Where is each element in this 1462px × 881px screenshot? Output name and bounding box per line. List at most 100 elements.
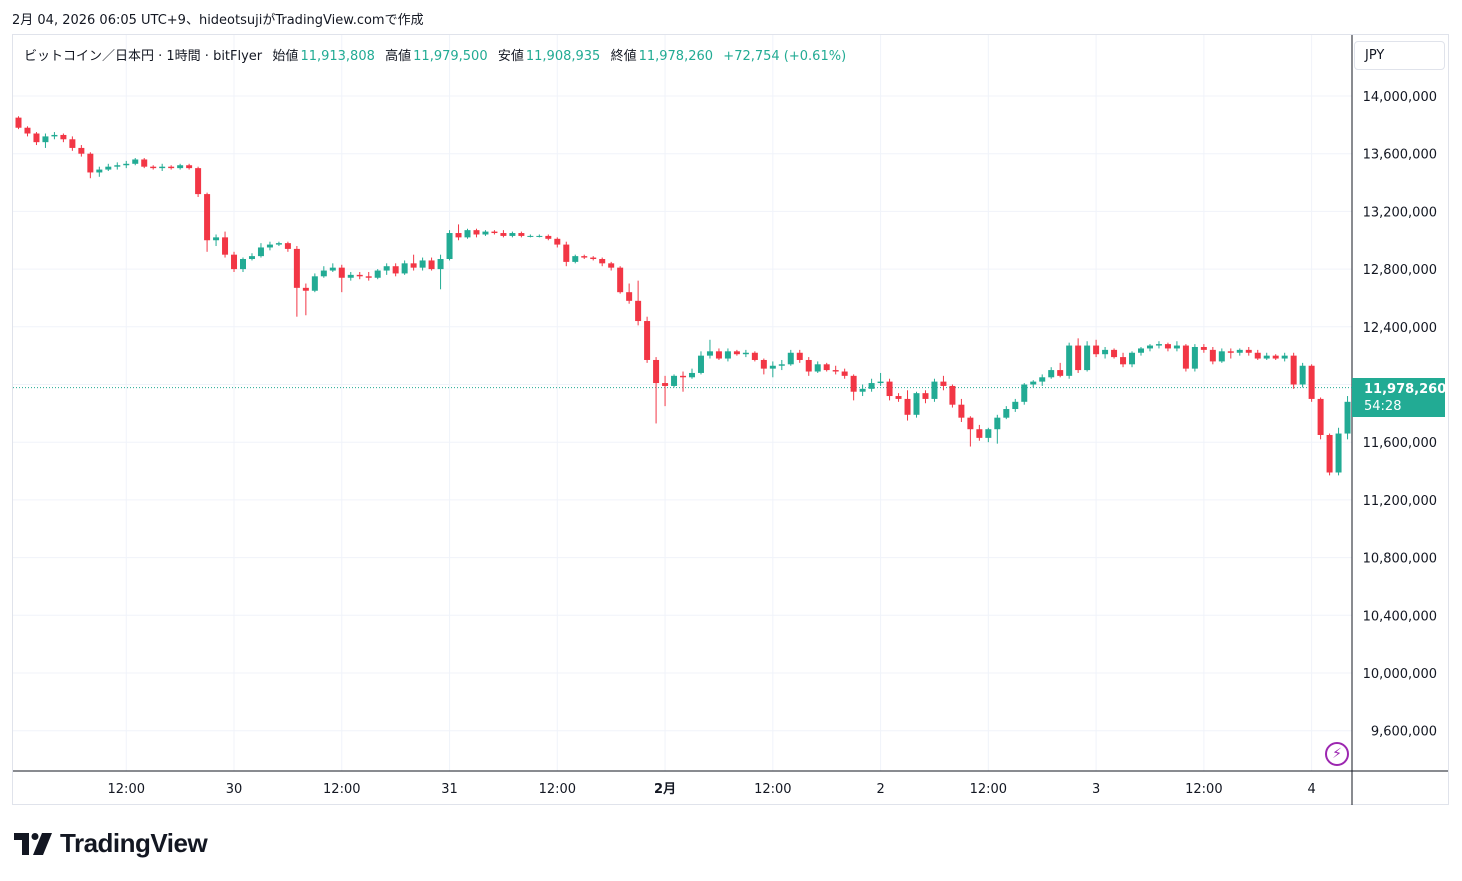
- candle-body: [653, 359, 660, 384]
- candle-body: [814, 364, 821, 372]
- candle-body: [105, 166, 112, 170]
- candle-body: [680, 375, 687, 378]
- candle-body: [1182, 345, 1189, 369]
- candle-body: [1290, 355, 1297, 385]
- open-label: 始値: [272, 49, 299, 64]
- candle-body: [733, 351, 740, 355]
- high-label: 高値: [385, 49, 412, 64]
- candle-body: [87, 153, 94, 173]
- candle-body: [15, 117, 22, 128]
- y-tick-label: 14,000,000: [1363, 90, 1437, 105]
- candle-body: [401, 263, 408, 274]
- candle-body: [204, 194, 211, 241]
- candle-body: [742, 352, 749, 355]
- candle-body: [132, 159, 139, 164]
- chart-caption: 2月 04, 2026 06:05 UTC+9、hideotsujiがTradi…: [12, 13, 424, 28]
- y-tick-label: 12,400,000: [1363, 321, 1437, 336]
- candle-body: [689, 372, 695, 378]
- candle-body: [266, 244, 273, 248]
- y-tick-label: 10,800,000: [1363, 552, 1437, 567]
- candle-body: [1146, 345, 1153, 349]
- candle-body: [1308, 365, 1315, 399]
- tradingview-logo[interactable]: TradingView: [14, 828, 208, 859]
- candle-body: [1057, 370, 1064, 376]
- ohlc-legend: ビットコイン／日本円 · 1時間 · bitFlyer 始値 11,913,808…: [24, 45, 848, 64]
- candle-body: [581, 256, 588, 258]
- currency-button[interactable]: JPY: [1354, 41, 1445, 70]
- candle-body: [1281, 355, 1288, 359]
- candle-body: [114, 165, 121, 167]
- candle-body: [1155, 344, 1162, 346]
- candle-body: [1326, 434, 1333, 473]
- candle-body: [554, 238, 561, 245]
- candle-body: [706, 351, 713, 356]
- candle-body: [644, 321, 651, 360]
- candle-body: [168, 166, 175, 169]
- candle-body: [33, 133, 40, 143]
- candle-body: [1236, 349, 1243, 353]
- candle-body: [572, 256, 579, 262]
- candle-body: [177, 165, 184, 169]
- candle-body: [940, 381, 947, 386]
- candle-body: [231, 254, 238, 270]
- candle-body: [1227, 351, 1234, 353]
- candle-body: [302, 287, 309, 291]
- candle-body: [473, 230, 480, 235]
- tradingview-logo-icon: [14, 832, 52, 855]
- candle-body: [141, 159, 148, 167]
- candle-body: [787, 352, 794, 365]
- candle-body: [671, 375, 678, 386]
- candle-body: [778, 364, 785, 366]
- candle-body: [78, 147, 85, 154]
- candle-body: [1344, 401, 1351, 434]
- candle-body: [1218, 351, 1225, 362]
- candle-body: [868, 383, 875, 389]
- brand-name: TradingView: [60, 828, 208, 858]
- candle-body: [1039, 377, 1046, 382]
- candle-body: [500, 233, 507, 236]
- candle-body: [347, 274, 354, 278]
- candle-body: [769, 365, 776, 369]
- candle-body: [320, 270, 327, 277]
- candle-body: [42, 136, 49, 143]
- x-tick-label: 3: [1092, 782, 1100, 797]
- candle-body: [635, 300, 642, 322]
- lightning-icon[interactable]: ⚡: [1325, 742, 1349, 766]
- candle-body: [365, 276, 372, 278]
- open-value: 11,913,808: [300, 49, 375, 64]
- candle-body: [724, 351, 731, 359]
- candle-body: [1030, 381, 1037, 385]
- candle-body: [1272, 355, 1279, 359]
- candle-body: [976, 429, 983, 438]
- candle-body: [455, 233, 462, 238]
- candle-body: [832, 370, 839, 372]
- candle-body: [1084, 345, 1091, 371]
- candle-body: [1066, 345, 1073, 376]
- candle-body: [626, 292, 633, 301]
- candle-body: [123, 163, 130, 166]
- candle-body: [1245, 349, 1252, 353]
- candle-body: [931, 381, 938, 399]
- candle-body: [159, 166, 166, 169]
- candle-body: [1093, 345, 1100, 355]
- x-tick-label: 30: [226, 782, 243, 797]
- candle-body: [859, 388, 866, 392]
- candle-body: [1111, 349, 1118, 358]
- x-tick-label: 12:00: [754, 782, 791, 797]
- symbol-description[interactable]: ビットコイン／日本円 · 1時間 · bitFlyer: [24, 49, 263, 64]
- candle-body: [428, 260, 435, 270]
- candle-body: [760, 359, 767, 369]
- candle-body: [1200, 346, 1207, 350]
- candle-body: [491, 231, 498, 234]
- candle-body: [150, 166, 157, 169]
- x-tick-label: 31: [441, 782, 458, 797]
- candle-body: [437, 259, 444, 270]
- last-price-value: 11,978,260: [1364, 382, 1447, 397]
- candle-body: [410, 263, 417, 268]
- candle-body: [617, 267, 624, 293]
- candle-body: [545, 235, 552, 239]
- low-value: 11,908,935: [525, 49, 601, 64]
- x-tick-label: 2: [876, 782, 884, 797]
- candle-body: [1120, 357, 1127, 365]
